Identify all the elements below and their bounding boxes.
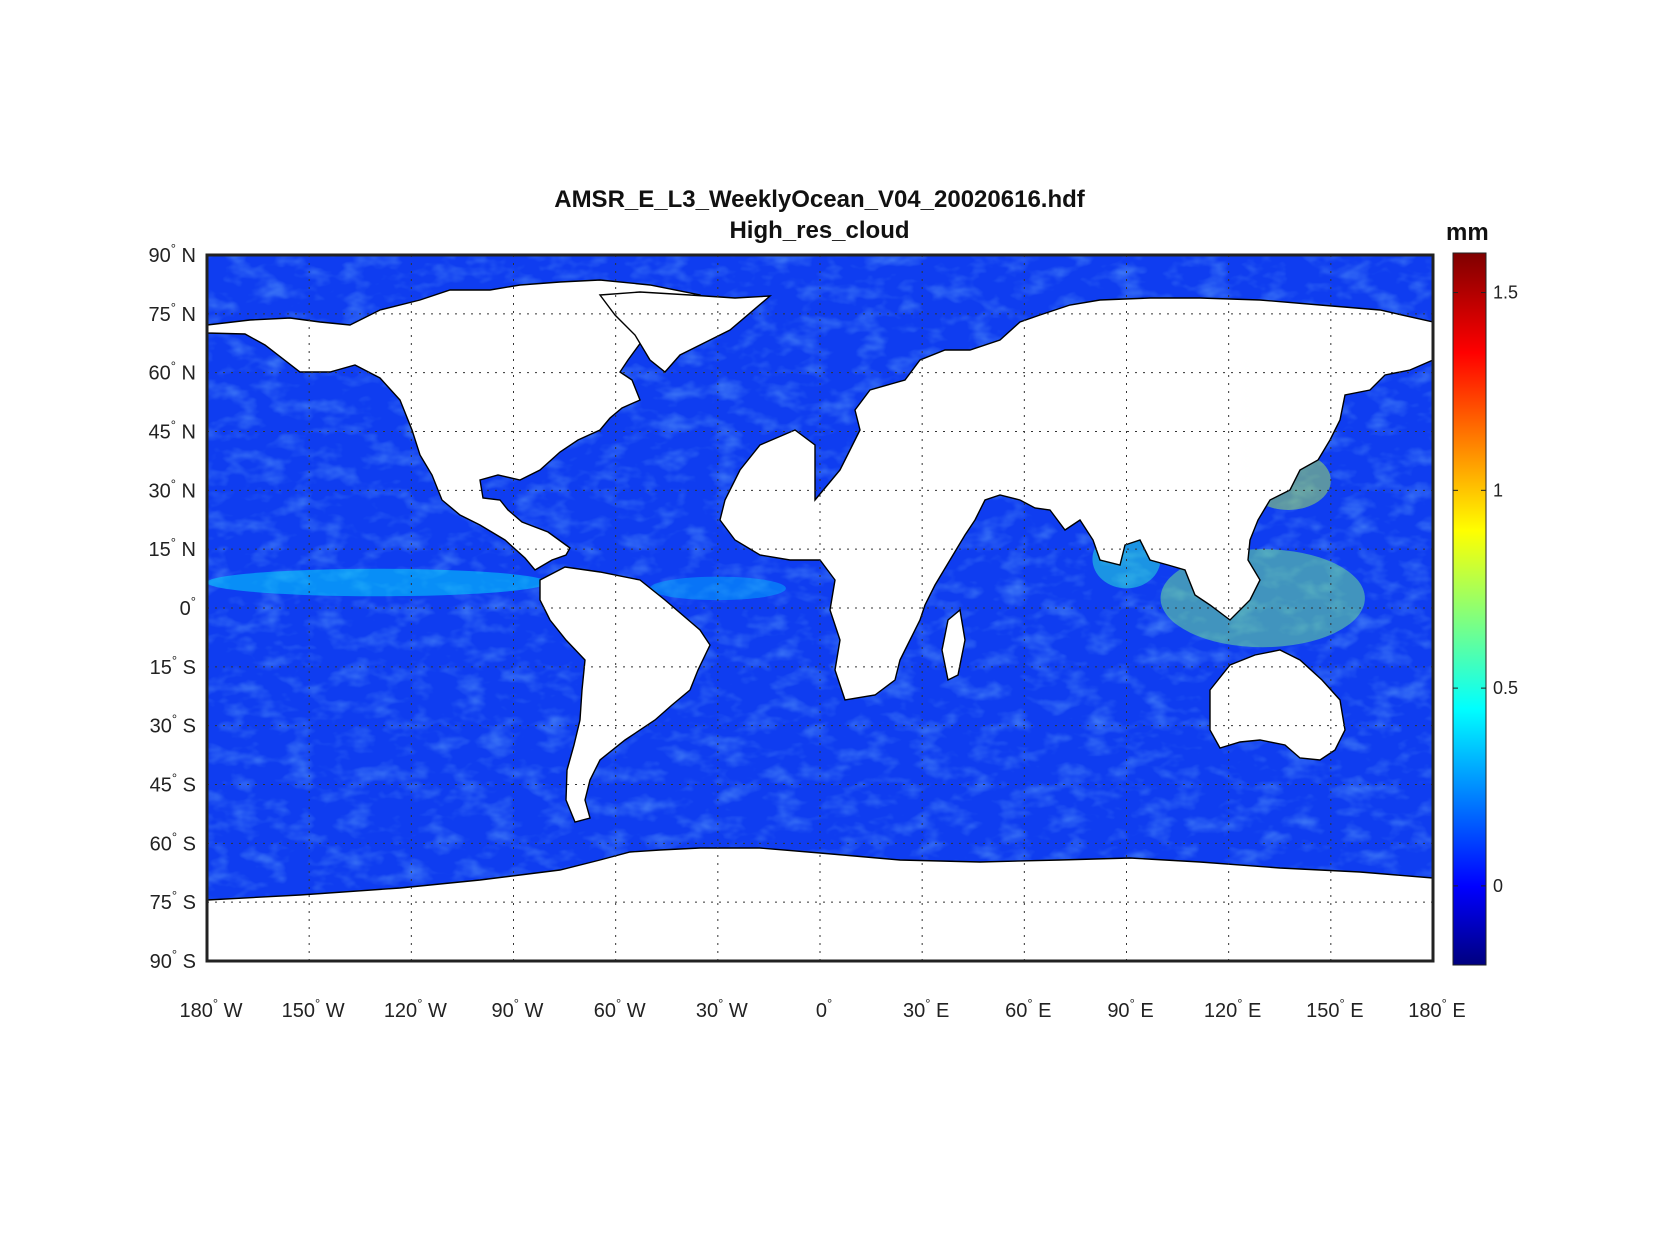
gridlines: [207, 255, 1433, 961]
lat-tick-label: 90° N: [149, 241, 196, 267]
lat-tick-label: 30° N: [149, 476, 196, 502]
north-america: [207, 279, 701, 571]
enhanced-region-1: [649, 576, 786, 601]
lat-tick-label: 60° S: [150, 829, 196, 855]
lat-tick-label: 90° S: [150, 947, 196, 973]
lon-tick-label: 90° W: [492, 996, 544, 1022]
afro-eurasia: [719, 297, 1433, 701]
lon-tick-label: 180° E: [1408, 996, 1465, 1022]
colorbar-tick-label: 1: [1493, 480, 1503, 500]
south-america: [539, 566, 711, 823]
lon-tick-label: 150° W: [282, 996, 345, 1022]
lat-tick-labels: 90° N 75° N 60° N 45° N 30° N 15° N 0° 15° S 30°…: [149, 241, 196, 973]
lon-tick-label: 180° W: [179, 996, 242, 1022]
lat-tick-label: 45° S: [150, 771, 196, 797]
chart-title: AMSR_E_L3_WeeklyOcean_V04_20020616.hdf: [554, 186, 1085, 213]
lon-tick-label: 30° W: [696, 996, 748, 1022]
greenland: [598, 291, 773, 373]
colorbar: [1452, 252, 1487, 966]
lat-tick-label: 45° N: [149, 418, 196, 444]
madagascar: [941, 608, 966, 682]
lat-tick-label: 30° S: [150, 712, 196, 738]
lon-tick-label: 120° E: [1204, 996, 1261, 1022]
colorbar-tick-label: 0.5: [1493, 678, 1518, 698]
enhanced-region-0: [207, 568, 548, 597]
lon-tick-label: 60° W: [594, 996, 646, 1022]
lon-tick-labels: 180° W 150° W 120° W 90° W 60° W 30° W 0° 30° E…: [179, 996, 1465, 1022]
colorbar-units: mm: [1446, 219, 1489, 246]
colorbar-tick-label: 0: [1493, 876, 1503, 896]
axes-frame: [205, 253, 1435, 963]
chart-subtitle: High_res_cloud: [729, 217, 910, 244]
lat-tick-label: 0°: [180, 594, 196, 620]
lat-tick-label: 75° S: [150, 888, 196, 914]
lon-tick-label: 150° E: [1306, 996, 1363, 1022]
colorbar-tick-label: 1.5: [1493, 283, 1518, 303]
lat-tick-label: 15° N: [149, 535, 196, 561]
lon-tick-label: 30° E: [903, 996, 949, 1022]
colorbar-ticks: 0 0.5 1 1.5: [1453, 283, 1518, 896]
lat-tick-label: 15° S: [150, 653, 196, 679]
lon-tick-label: 90° E: [1107, 996, 1153, 1022]
lat-tick-label: 60° N: [149, 359, 196, 385]
lon-tick-label: 0°: [816, 996, 832, 1022]
lon-tick-label: 60° E: [1005, 996, 1051, 1022]
lat-tick-label: 75° N: [149, 300, 196, 326]
lon-tick-label: 120° W: [384, 996, 447, 1022]
australia: [1209, 649, 1346, 761]
